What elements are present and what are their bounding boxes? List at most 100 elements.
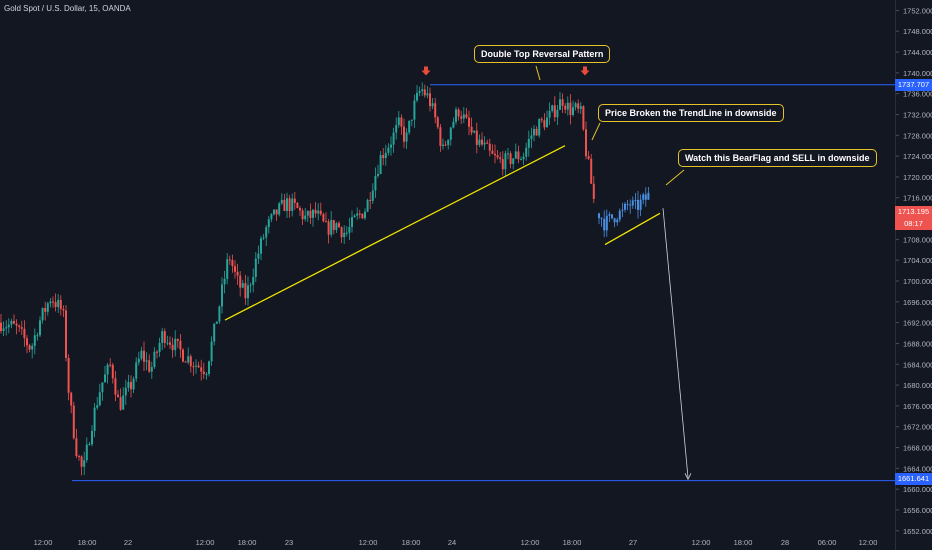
candle-body: [348, 226, 351, 233]
candle-body: [592, 183, 595, 199]
candle-body: [345, 232, 348, 234]
candle-body: [616, 219, 619, 223]
x-tick-label: 12:00: [859, 538, 878, 547]
candle-body: [486, 142, 489, 144]
trendline-break-callout[interactable]: Price Broken the TrendLine in downside: [598, 104, 784, 122]
countdown-label: 08:17: [895, 218, 932, 230]
candle-body: [98, 392, 101, 406]
candle-body: [10, 320, 13, 325]
candle-body: [137, 358, 140, 363]
x-tick-label: 22: [124, 538, 132, 547]
candle-body: [54, 302, 57, 308]
candle-body: [335, 223, 338, 230]
trendline-break-callout-tail: [591, 122, 601, 141]
candle-body: [351, 217, 353, 227]
candle-body: [566, 102, 569, 110]
candle-body: [556, 109, 559, 118]
double-top-callout[interactable]: Double Top Reversal Pattern: [474, 45, 611, 63]
candle-body: [644, 194, 647, 200]
candle-body: [353, 215, 356, 218]
candle-body: [408, 120, 411, 133]
candle-body: [600, 218, 603, 220]
candle-body: [499, 157, 502, 160]
candle-body: [496, 155, 499, 158]
candle-body: [260, 238, 262, 254]
candle-body: [283, 199, 286, 211]
y-tick-label: 1656.000: [903, 506, 932, 515]
candle-body: [0, 322, 2, 331]
candle-body: [319, 210, 322, 215]
candle-body: [577, 103, 580, 109]
candle-body: [634, 199, 637, 201]
candle-body: [247, 285, 249, 299]
candle-body: [239, 275, 242, 288]
candle-body: [618, 210, 621, 220]
candle-body: [494, 153, 496, 156]
candle-body: [483, 142, 486, 145]
candle-body: [236, 271, 239, 276]
candle-body: [158, 343, 161, 353]
candle-body: [23, 328, 26, 339]
candle-body: [72, 405, 75, 439]
candle-body: [187, 356, 190, 363]
candle-body: [512, 158, 515, 165]
candle-body: [465, 114, 468, 118]
symbol-title: Gold Spot / U.S. Dollar, 15, OANDA: [4, 4, 131, 13]
candle-body: [338, 223, 340, 228]
candle-body: [322, 214, 325, 222]
candle-body: [101, 382, 104, 393]
candle-body: [429, 93, 431, 107]
candle-body: [387, 147, 390, 153]
price-axis-separator: [895, 0, 896, 550]
candle-body: [291, 198, 294, 212]
candle-body: [184, 361, 187, 363]
y-tick-label: 1720.000: [903, 173, 932, 182]
candle-body: [491, 150, 494, 154]
candle-body: [7, 324, 10, 328]
top-marker-arrow-icon: [421, 66, 431, 76]
candle-body: [384, 152, 387, 159]
y-tick-label: 1752.000: [903, 6, 932, 15]
x-tick-label: 18:00: [734, 538, 753, 547]
candle-body: [143, 350, 145, 362]
candle-body: [280, 199, 283, 204]
candle-body: [309, 210, 312, 218]
candle-body: [395, 125, 398, 133]
candle-body: [400, 117, 403, 127]
candle-body: [205, 373, 208, 375]
candle-body: [70, 392, 73, 406]
x-tick-label: 23: [285, 538, 293, 547]
candle-body: [327, 221, 330, 235]
candle-body: [517, 151, 520, 160]
candle-body: [639, 199, 642, 210]
candle-body: [218, 306, 221, 322]
candle-body: [26, 338, 28, 346]
candle-body: [405, 132, 408, 142]
candle-body: [65, 310, 67, 359]
x-tick-label: 18:00: [563, 538, 582, 547]
candle-body: [176, 338, 179, 341]
candle-body: [83, 460, 86, 467]
candle-body: [228, 259, 231, 261]
candle-body: [267, 219, 270, 228]
candle-body: [33, 335, 36, 346]
candle-body: [314, 209, 317, 214]
y-tick-label: 1668.000: [903, 444, 932, 453]
candle-body: [150, 367, 153, 372]
bear-flag-callout[interactable]: Watch this BearFlag and SELL in downside: [678, 149, 877, 167]
candle-body: [189, 356, 192, 367]
candle-body: [135, 362, 138, 379]
candle-body: [624, 203, 626, 210]
candle-body: [369, 199, 372, 201]
candle-body: [249, 284, 252, 286]
candle-body: [226, 259, 229, 279]
candle-body: [299, 207, 301, 211]
candle-body: [530, 135, 533, 139]
y-tick-label: 1716.000: [903, 194, 932, 203]
candle-body: [96, 405, 99, 408]
y-tick-label: 1700.000: [903, 277, 932, 286]
candle-body: [286, 198, 288, 211]
candle-body: [538, 119, 541, 136]
candle-body: [356, 213, 359, 216]
